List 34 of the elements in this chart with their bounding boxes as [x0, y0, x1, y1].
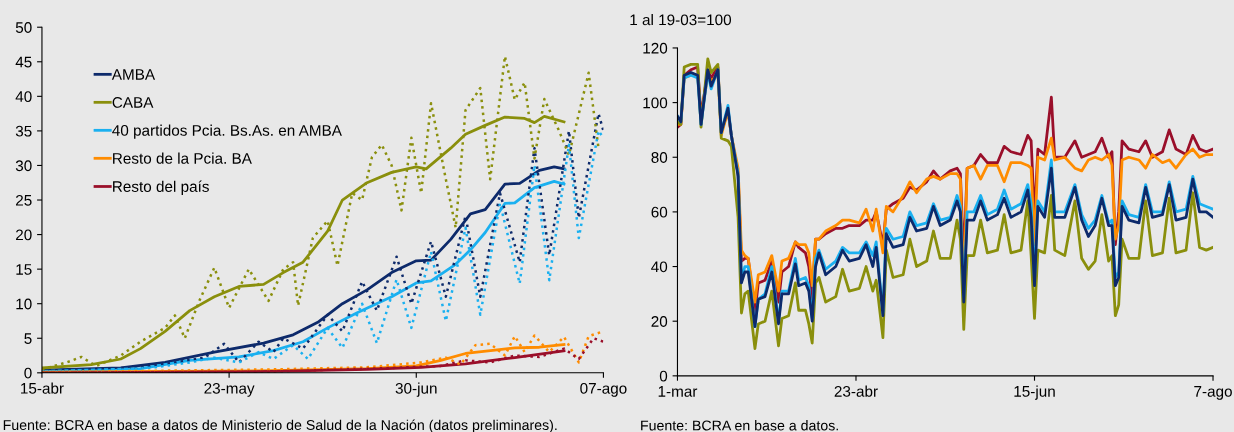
source-note: Fuente: BCRA en base a datos de Ministerio de Salud de la Nación (datos preliminares).	[3, 419, 557, 432]
source-note: Fuente: BCRA en base a datos.	[641, 420, 838, 431]
y-tick-label: 50	[15, 22, 32, 33]
y-tick-label: 45	[15, 56, 32, 68]
y-tick-label: 15	[16, 264, 32, 275]
x-tick-label: 15-jun	[1014, 385, 1055, 400]
y-tick-label: 35	[15, 125, 32, 137]
y-tick-label: 25	[16, 194, 32, 206]
y-tick-label: 40	[15, 91, 32, 103]
y-axis-title: 1 al 19-03=100	[630, 14, 732, 26]
x-tick-label: 23-may	[204, 382, 255, 397]
y-tick-label: 0	[24, 367, 32, 379]
x-tick-label: 23-abr	[834, 385, 878, 397]
y-tick-label: 10	[16, 298, 32, 310]
legend-label: AMBA	[111, 69, 156, 80]
x-tick-label: 7-ago	[1194, 386, 1232, 400]
legend-label: Resto de la Pcia. BA	[113, 152, 252, 164]
y-tick-label: 0	[659, 370, 668, 382]
legend-label: Resto del país	[113, 180, 209, 195]
y-tick-label: 120	[643, 42, 668, 54]
y-tick-label: 60	[651, 206, 668, 218]
y-tick-label: 40	[651, 261, 668, 273]
legend-label: 40 partidos Pcia. Bs.As. en AMBA	[112, 124, 342, 139]
y-tick-label: 20	[16, 229, 32, 241]
legend-label: CABA	[112, 97, 154, 108]
x-tick-label: 07-ago	[580, 382, 627, 397]
y-tick-label: 20	[651, 316, 668, 327]
y-tick-label: 80	[651, 152, 668, 163]
y-tick-label: 30	[15, 160, 32, 172]
y-tick-label: 5	[24, 333, 32, 344]
x-tick-label: 30-jun	[395, 382, 437, 397]
x-tick-label: 15-abr	[21, 382, 64, 394]
y-tick-label: 100	[643, 97, 668, 109]
x-tick-label: 1-mar	[658, 386, 698, 397]
